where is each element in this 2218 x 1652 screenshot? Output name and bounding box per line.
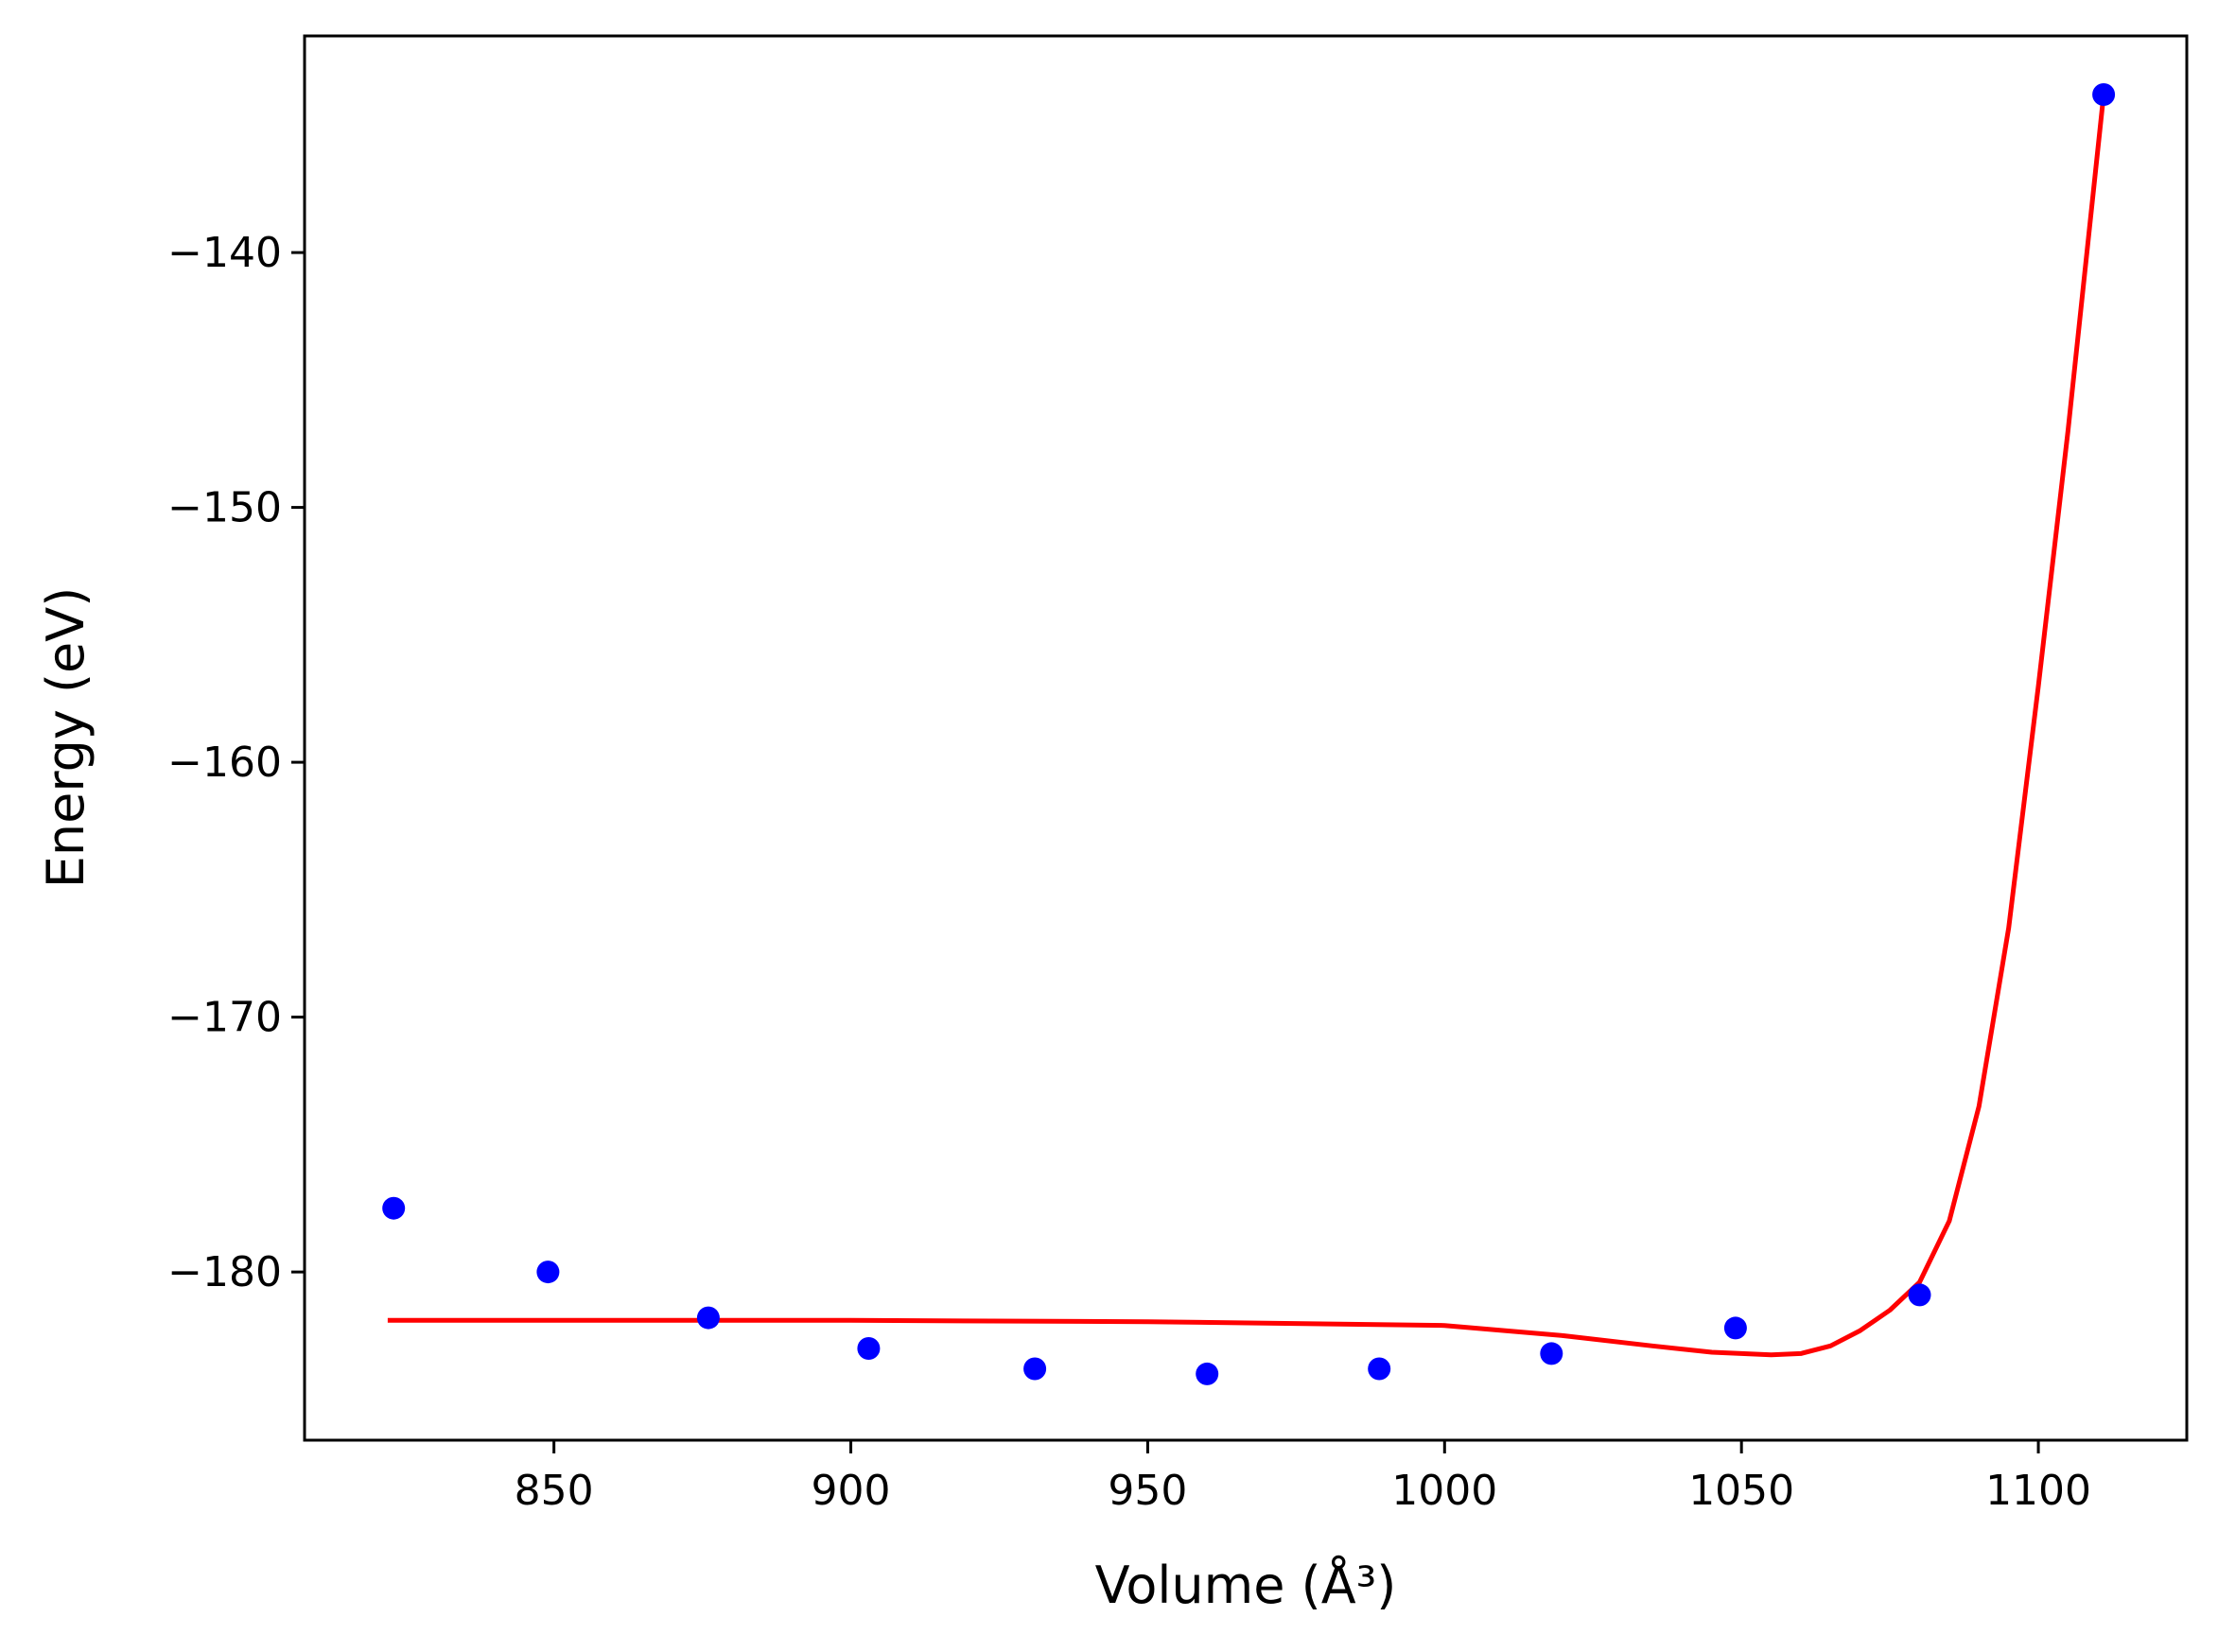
x-axis-label: Volume (Å³)	[1095, 1555, 1397, 1615]
y-tick-label: −150	[167, 484, 282, 532]
data-point	[1368, 1357, 1391, 1381]
x-tick-label: 1050	[1688, 1467, 1794, 1515]
y-tick-label: −170	[167, 994, 282, 1042]
data-point	[1196, 1362, 1219, 1385]
y-axis: −140 −150 −160 −170 −180	[167, 229, 305, 1296]
x-tick-label: 1000	[1391, 1467, 1497, 1515]
y-tick-label: −180	[167, 1248, 282, 1296]
data-point	[2092, 83, 2116, 106]
x-tick-label: 1100	[1985, 1467, 2091, 1515]
data-point	[382, 1196, 406, 1220]
y-tick-label: −140	[167, 229, 282, 277]
y-axis-label: Energy (eV)	[36, 587, 96, 889]
data-point	[857, 1337, 881, 1360]
data-point	[1540, 1342, 1563, 1365]
plot-frame	[303, 34, 2189, 1442]
data-point	[696, 1306, 720, 1330]
data-point	[1723, 1316, 1747, 1340]
data-point	[1023, 1357, 1047, 1381]
x-axis: 850 900 950 1000 1050 1100	[515, 1440, 2091, 1515]
x-tick-label: 950	[1108, 1467, 1187, 1515]
x-tick-label: 850	[515, 1467, 594, 1515]
data-point	[1908, 1283, 1931, 1307]
x-tick-label: 900	[812, 1467, 891, 1515]
fit-line	[387, 94, 2106, 1358]
data-point	[536, 1261, 560, 1284]
y-tick-label: −160	[167, 739, 282, 787]
